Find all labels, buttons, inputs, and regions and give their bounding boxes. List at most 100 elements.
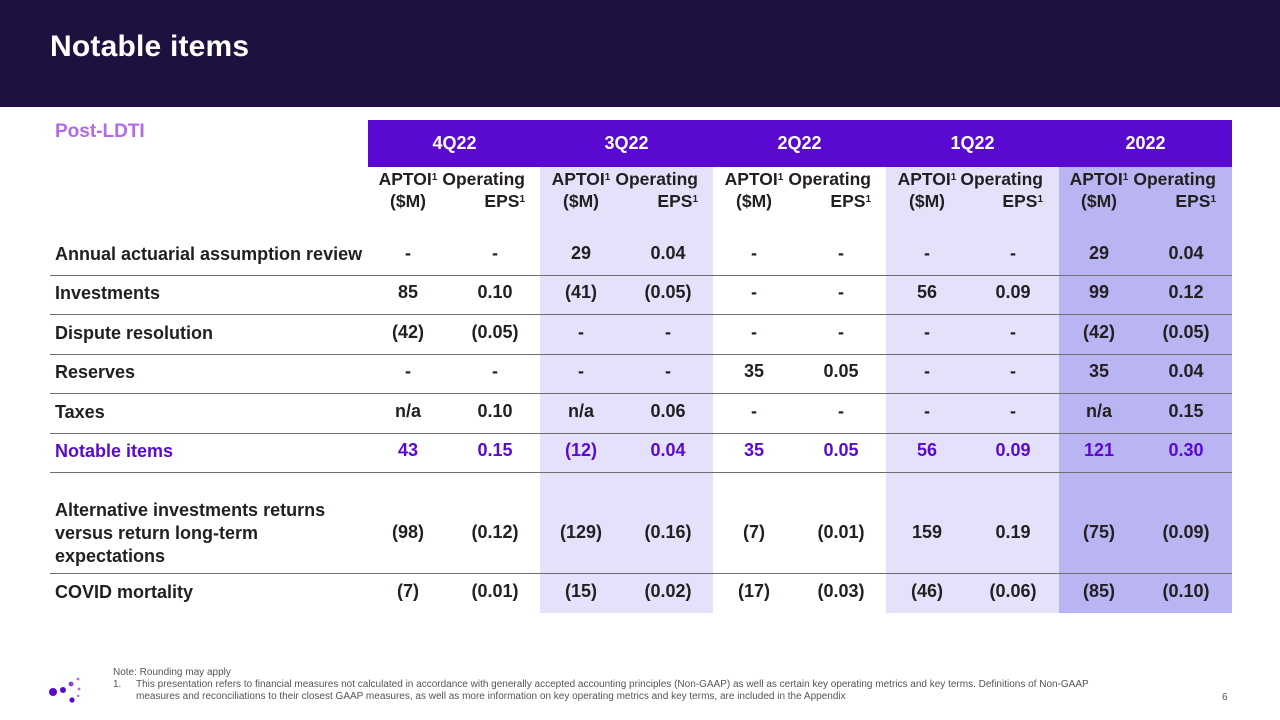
row-divider [50,275,1232,276]
column-header-operating-eps-4q22: Operating EPS1 [439,168,525,212]
column-shade-2022 [1059,167,1232,613]
table-cell: - [665,361,671,381]
column-header-aptoi-3q22: APTOI1 ($M) [538,168,624,212]
row-label-line: expectations [55,546,166,566]
column-header-line1: Operating [788,169,871,189]
row-label: COVID mortality [55,582,194,602]
table-cell: 0.09 [995,440,1031,460]
section-label: Post-LDTI [55,121,145,142]
table-cell: - [751,401,757,421]
table-cell: (0.10) [1162,581,1210,601]
table-cell: n/a [394,401,421,421]
column-header-operating-eps-3q22: Operating EPS1 [612,168,698,212]
column-header-operating-eps-1q22: Operating EPS1 [957,168,1043,212]
table-cell: 0.10 [477,282,513,302]
period-header-2q22: 2Q22 [777,133,822,153]
note-rounding: Note: Rounding may apply [113,667,231,678]
table-cell: (0.02) [644,581,692,601]
table-cell: (0.05) [644,282,692,302]
table-cell: (42) [1082,322,1115,342]
row-label-line: versus return long-term [55,523,259,543]
column-header-aptoi-4q22: APTOI1 ($M) [365,168,451,212]
table-cell: 35 [1088,361,1110,381]
footnote-marker: 1 [692,194,698,205]
period-header-2022: 2022 [1125,133,1166,153]
table-cell: (17) [737,581,770,601]
table-cell: 0.19 [995,522,1031,542]
footnote-number: 1. [113,679,122,690]
column-header-line1: Operating [442,169,525,189]
table-cell: 35 [743,361,765,381]
row-label: Dispute resolution [55,323,214,343]
table-cell: (15) [564,581,597,601]
footnote-marker: 1 [1210,194,1216,205]
column-header-line1: APTOI [1069,169,1123,189]
footnote-marker: 1 [1122,172,1129,183]
period-header-3q22: 3Q22 [604,133,649,153]
column-header-line2: EPS [1175,191,1211,211]
row-divider [50,573,1232,574]
table-cell: - [1010,243,1016,263]
table-cell: - [838,401,844,421]
column-header-line2: EPS [657,191,693,211]
column-header-line1: APTOI [378,169,432,189]
table-cell: 0.09 [995,282,1031,302]
table-cell: 0.06 [650,401,686,421]
footnote-marker: 1 [777,172,784,183]
footnote-marker: 1 [950,172,957,183]
table-cell: 35 [743,440,765,460]
row-label-line: Alternative investments returns [55,500,326,520]
footnote-marker: 1 [431,172,438,183]
table-cell: 0.15 [477,440,513,460]
column-header-aptoi-2022: APTOI1 ($M) [1056,168,1142,212]
table-cell: - [665,322,671,342]
table-cell: - [578,361,584,381]
table-cell: 0.04 [1168,243,1204,263]
table-cell: - [838,282,844,302]
column-header-line2: EPS [1002,191,1038,211]
table-cell: - [1010,401,1016,421]
table-cell: (0.01) [817,522,865,542]
table-cell: 85 [397,282,419,302]
table-cell: (0.09) [1162,522,1210,542]
column-header-line1: APTOI [897,169,951,189]
footnote-marker: 1 [519,194,525,205]
table-cell: - [838,243,844,263]
column-header-line2: ($M) [563,191,599,211]
column-shade-1q22 [886,167,1059,613]
table-cell: 56 [916,282,938,302]
table-cell: - [1010,322,1016,342]
table-cell: 0.30 [1168,440,1204,460]
title-bar: Notable items [0,0,1280,107]
row-label: Investments [55,283,161,303]
column-header-line2: ($M) [736,191,772,211]
row-label: Reserves [55,362,136,382]
table-cell: - [751,322,757,342]
company-logo-icon [49,677,81,703]
table-cell: (0.06) [989,581,1037,601]
table-cell: (0.12) [471,522,519,542]
table-cell: 43 [397,440,419,460]
table-cell: (7) [397,581,419,601]
table-cell: 0.04 [650,243,686,263]
table-cell: 159 [911,522,943,542]
column-header-operating-eps-2q22: Operating EPS1 [785,168,871,212]
row-divider [50,472,1232,473]
table-cell: 99 [1088,282,1110,302]
table-cell: - [751,282,757,302]
table-cell: (0.03) [817,581,865,601]
table-cell: - [405,361,411,381]
table-cell: (7) [743,522,765,542]
table-cell: 0.12 [1168,282,1204,302]
table-cell: - [924,243,930,263]
table-cell: n/a [567,401,594,421]
period-header-1q22: 1Q22 [950,133,995,153]
row-label: Annual actuarial assumption review [55,244,363,264]
row-divider [50,393,1232,394]
table-cell: (0.05) [471,322,519,342]
period-header-bar [368,120,1232,167]
column-header-line2: ($M) [390,191,426,211]
column-header-line1: Operating [615,169,698,189]
table-cell: (0.05) [1162,322,1210,342]
table-cell: - [838,322,844,342]
